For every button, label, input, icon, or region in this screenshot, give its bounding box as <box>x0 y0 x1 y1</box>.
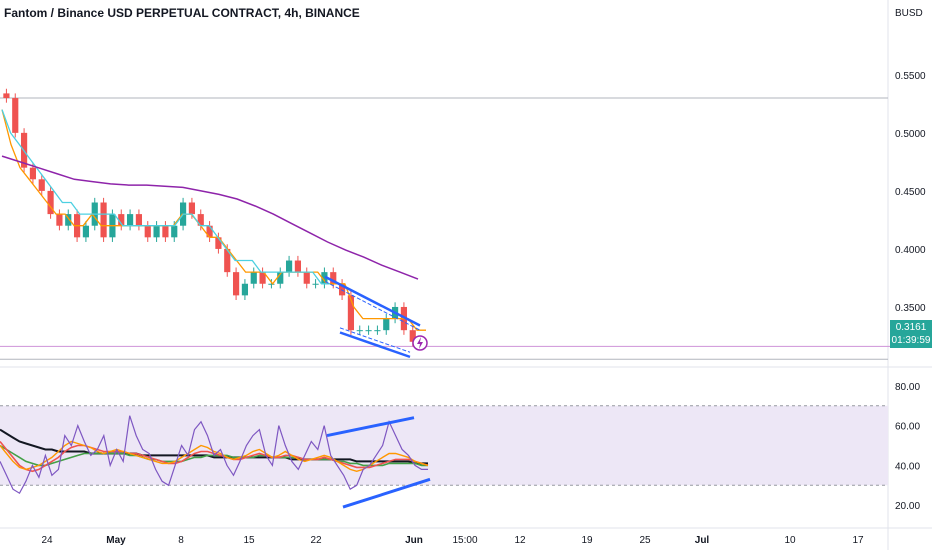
candle-body <box>171 225 178 238</box>
candle-body <box>285 260 293 273</box>
last-price-badge: 0.3161 01:39:59 <box>890 320 932 348</box>
price-tick-label: 0.5500 <box>895 71 926 82</box>
candle-body <box>144 225 151 238</box>
time-tick-label: 19 <box>581 535 593 546</box>
candle-body <box>365 330 372 332</box>
candle-body <box>12 98 19 133</box>
candle-body <box>65 214 72 226</box>
candle-body <box>330 272 337 284</box>
rsi-line <box>0 415 428 495</box>
candle-body <box>277 272 284 284</box>
ma-slow-line <box>1 109 330 285</box>
candle-body <box>259 272 266 284</box>
candle-body <box>215 237 222 249</box>
price-tick-label: 0.5000 <box>895 129 926 140</box>
candle-body <box>268 283 275 285</box>
chart-title: Fantom / Binance USD PERPETUAL CONTRACT,… <box>4 6 360 20</box>
candle-body <box>356 330 363 332</box>
candle-body <box>126 214 134 226</box>
price-tick-label: 0.4000 <box>895 245 926 256</box>
candle-body <box>47 190 54 215</box>
rsi-tick-label: 20.00 <box>895 501 920 512</box>
candle-body <box>409 330 416 342</box>
candle-body <box>303 272 310 284</box>
candle-body <box>294 260 302 273</box>
candle-body <box>135 214 143 226</box>
time-tick-label: May <box>106 535 126 546</box>
candle-body <box>224 248 231 273</box>
price-tick-label: 0.4500 <box>895 187 926 198</box>
alert-icon-bolt <box>417 337 423 349</box>
candle-body <box>118 214 125 226</box>
rsi-tick-label: 80.00 <box>895 382 920 393</box>
channel-lower-line <box>339 331 411 359</box>
candle-body <box>100 202 107 238</box>
candle-body <box>206 225 213 238</box>
time-tick-label: 24 <box>41 535 53 546</box>
candle-body <box>197 214 204 226</box>
candle-body <box>321 272 328 284</box>
time-tick-label: Jun <box>405 535 423 546</box>
candle-body <box>232 272 240 296</box>
time-tick-label: 15:00 <box>452 535 477 546</box>
rsi-divergence-lower-line <box>342 477 431 509</box>
candle-body <box>29 167 37 180</box>
candle-body <box>188 202 196 215</box>
ma-fast-line <box>1 109 426 331</box>
time-tick-label: 8 <box>178 535 184 546</box>
candle-body <box>347 295 355 331</box>
candle-body <box>374 330 381 332</box>
time-tick-label: 12 <box>514 535 526 546</box>
channel-upper-line <box>324 275 421 327</box>
rsi-ma-long-line <box>0 428 428 465</box>
rsi-tick-label: 60.00 <box>895 422 920 433</box>
candle-body <box>383 318 390 331</box>
ma-long-line <box>1 155 419 280</box>
price-axis-unit: BUSD <box>895 8 923 19</box>
time-tick-label: 25 <box>639 535 651 546</box>
channel-lower-inner-line <box>339 327 411 353</box>
candle-body <box>3 93 10 99</box>
time-tick-label: 10 <box>784 535 796 546</box>
candle-body <box>82 225 90 238</box>
candle-body <box>56 214 63 226</box>
time-tick-label: Jul <box>695 535 710 546</box>
lightning-circle-icon[interactable] <box>412 335 428 351</box>
candle-countdown: 01:39:59 <box>891 335 931 346</box>
rsi-ma-orange-line <box>0 440 429 473</box>
candle-body <box>312 283 319 285</box>
candle-body <box>38 179 45 191</box>
candle-body <box>241 283 249 296</box>
time-tick-label: 15 <box>243 535 255 546</box>
rsi-band-fill <box>0 405 888 486</box>
candle-body <box>153 225 160 238</box>
candle-body <box>338 283 346 296</box>
last-price-value: 0.3161 <box>895 322 927 333</box>
rsi-tick-label: 40.00 <box>895 461 920 472</box>
time-tick-label: 22 <box>310 535 322 546</box>
rsi-divergence-upper-line <box>326 416 415 438</box>
time-tick-label: 17 <box>852 535 864 546</box>
price-tick-label: 0.3500 <box>895 303 926 314</box>
candle-body <box>162 225 169 238</box>
candle-body <box>250 272 257 284</box>
